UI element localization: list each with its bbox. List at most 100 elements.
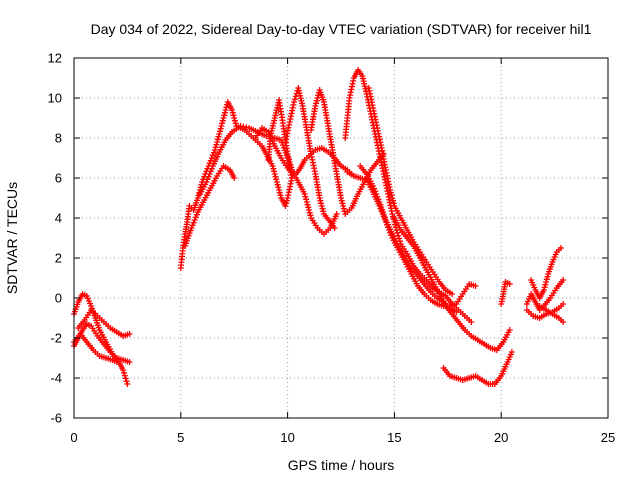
data-point	[287, 161, 294, 168]
data-point	[288, 164, 295, 171]
data-point	[383, 221, 390, 228]
data-point	[204, 176, 211, 183]
data-point	[113, 359, 120, 365]
data-point	[231, 117, 238, 124]
data-point	[313, 100, 320, 107]
data-point	[213, 141, 220, 148]
x-tick-label: 15	[387, 430, 401, 445]
data-point	[120, 367, 127, 373]
data-point	[312, 103, 319, 109]
series-track-18	[498, 279, 513, 307]
y-tick-label: -2	[50, 331, 62, 346]
data-point	[284, 151, 291, 157]
chart-title: Day 034 of 2022, Sidereal Day-to-day VTE…	[91, 21, 592, 37]
data-point	[449, 291, 456, 297]
data-point	[208, 155, 215, 161]
data-point	[231, 175, 238, 181]
data-point	[243, 124, 250, 131]
data-point	[189, 222, 196, 229]
data-point	[389, 197, 396, 204]
data-point	[285, 153, 292, 160]
data-point	[389, 195, 396, 201]
data-point	[318, 200, 325, 207]
x-axis-label: GPS time / hours	[288, 457, 395, 473]
data-point	[338, 195, 344, 201]
data-point	[560, 301, 567, 307]
data-point	[387, 189, 394, 196]
data-point	[378, 208, 385, 215]
data-point	[231, 115, 238, 121]
y-axis-label: SDTVAR / TECUs	[4, 182, 20, 294]
data-point	[380, 213, 387, 220]
data-point	[560, 277, 567, 283]
y-tick-label: -6	[50, 411, 62, 426]
data-point	[313, 97, 320, 104]
series-track-11	[308, 87, 387, 217]
data-point	[305, 207, 312, 213]
x-tick-label: 25	[601, 430, 615, 445]
data-point	[333, 211, 340, 217]
data-point	[286, 156, 293, 163]
data-point	[508, 349, 515, 355]
data-point	[320, 208, 327, 215]
data-point	[240, 123, 247, 130]
data-point	[387, 229, 394, 236]
data-point	[340, 203, 347, 209]
data-point	[306, 209, 313, 216]
data-point	[338, 197, 345, 204]
data-point	[222, 107, 229, 113]
data-point	[276, 187, 283, 193]
series-track-16	[391, 215, 513, 353]
data-point	[540, 287, 547, 293]
data-point	[377, 205, 384, 212]
data-point	[317, 197, 324, 204]
data-point	[303, 199, 310, 205]
data-point	[123, 378, 130, 385]
x-tick-label: 20	[494, 430, 508, 445]
data-point	[209, 152, 216, 159]
data-point	[126, 331, 133, 337]
data-point	[212, 144, 219, 151]
data-point	[192, 214, 199, 221]
data-point	[331, 225, 338, 231]
data-point	[229, 109, 236, 116]
data-point	[273, 179, 280, 185]
data-point	[206, 171, 213, 177]
data-point	[120, 369, 127, 376]
series-track-4	[75, 307, 133, 339]
y-tick-label: 6	[55, 171, 62, 186]
data-point	[386, 227, 393, 233]
data-point	[291, 99, 298, 105]
data-point	[193, 211, 200, 218]
data-point	[211, 147, 218, 153]
data-point	[207, 157, 214, 164]
data-point	[389, 211, 396, 217]
series-track-22	[536, 303, 567, 325]
data-point	[506, 281, 513, 287]
data-point	[188, 225, 195, 231]
data-point	[122, 375, 129, 382]
data-point	[394, 229, 401, 236]
data-point	[376, 203, 383, 209]
data-point	[543, 276, 550, 283]
data-point	[286, 159, 293, 165]
data-point	[221, 112, 228, 119]
x-tick-label: 0	[70, 430, 77, 445]
data-point	[217, 125, 224, 132]
data-point	[207, 168, 214, 175]
series-track-6	[182, 163, 238, 249]
data-point	[303, 196, 310, 203]
data-point	[216, 128, 223, 135]
y-tick-label: 8	[55, 131, 62, 146]
series-track-8	[252, 125, 340, 237]
data-point	[307, 212, 314, 219]
x-tick-label: 5	[177, 430, 184, 445]
data-point	[203, 179, 210, 185]
series-track-21	[523, 301, 567, 321]
data-point	[208, 165, 215, 172]
data-point	[283, 200, 290, 207]
data-point	[229, 107, 236, 113]
data-point	[541, 284, 548, 291]
y-tick-label: 2	[55, 251, 62, 266]
data-point	[273, 176, 280, 183]
